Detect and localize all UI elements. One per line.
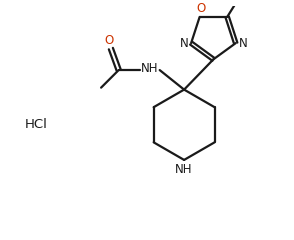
Text: O: O bbox=[196, 2, 205, 15]
Text: N: N bbox=[239, 37, 247, 50]
Text: N: N bbox=[179, 37, 188, 50]
Text: HCl: HCl bbox=[25, 118, 48, 131]
Text: NH: NH bbox=[141, 62, 159, 75]
Text: NH: NH bbox=[175, 163, 193, 176]
Text: O: O bbox=[104, 34, 113, 47]
